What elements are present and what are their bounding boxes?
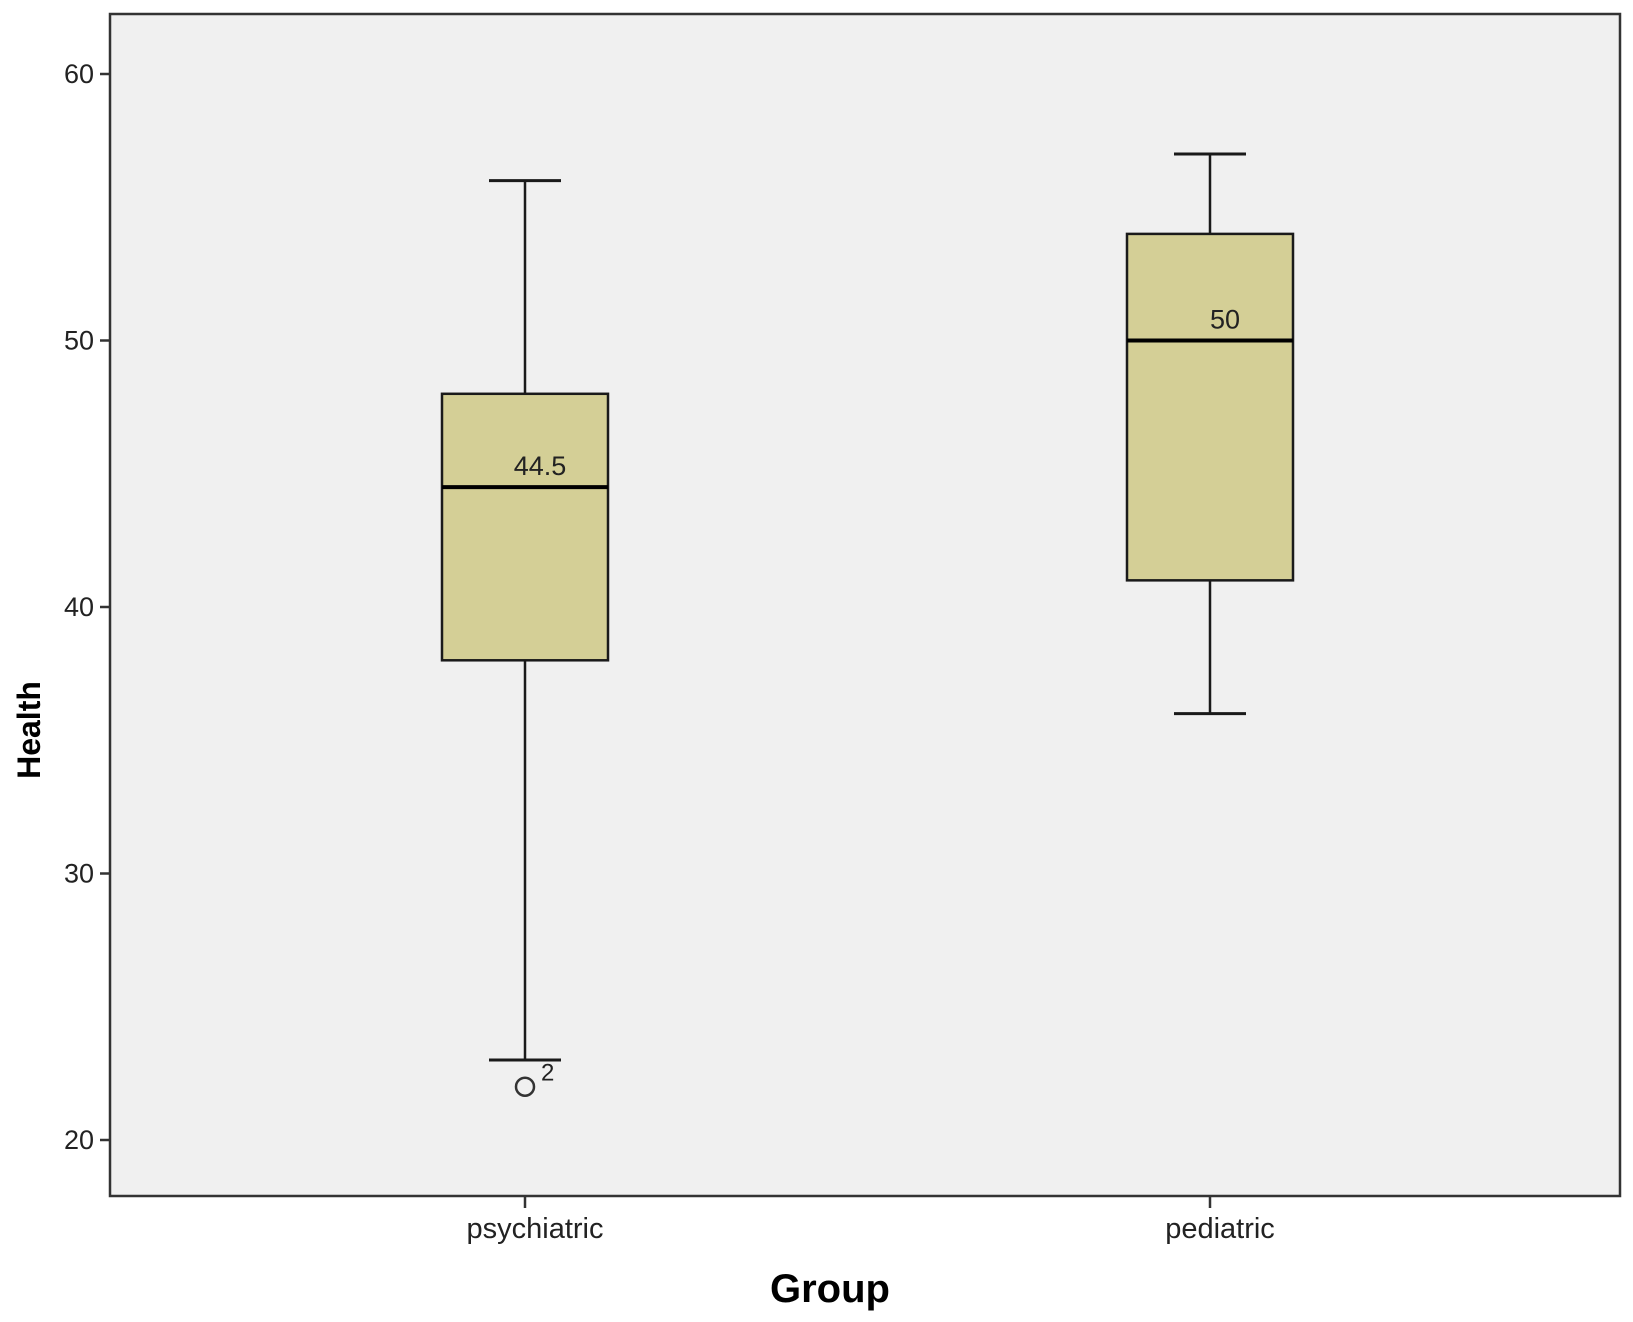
outlier-point: [514, 1076, 536, 1097]
y-tick-label: 40: [64, 592, 94, 622]
x-axis: psychiatric pediatric: [467, 1196, 1275, 1245]
y-tick-label: 20: [64, 1125, 94, 1155]
median-label: 44.5: [514, 451, 567, 481]
y-tick-label: 50: [64, 326, 94, 356]
x-category-label: psychiatric: [467, 1213, 604, 1245]
iqr-box: [1125, 232, 1295, 582]
y-tick-label: 30: [64, 859, 94, 889]
outlier-label: 2: [541, 1060, 554, 1087]
y-tick-label: 60: [64, 59, 94, 89]
x-axis-title: Group: [770, 1267, 890, 1311]
y-axis: 20 30 40 50 60: [64, 59, 110, 1155]
iqr-box: [440, 392, 610, 662]
box-psychiatric: 44.52: [440, 179, 610, 1097]
x-category-label: pediatric: [1165, 1213, 1275, 1245]
y-axis-title: Health: [11, 681, 47, 779]
median-label: 50: [1210, 305, 1240, 335]
plot-background: [108, 12, 1622, 1198]
box-pediatric: 50: [1125, 152, 1295, 716]
